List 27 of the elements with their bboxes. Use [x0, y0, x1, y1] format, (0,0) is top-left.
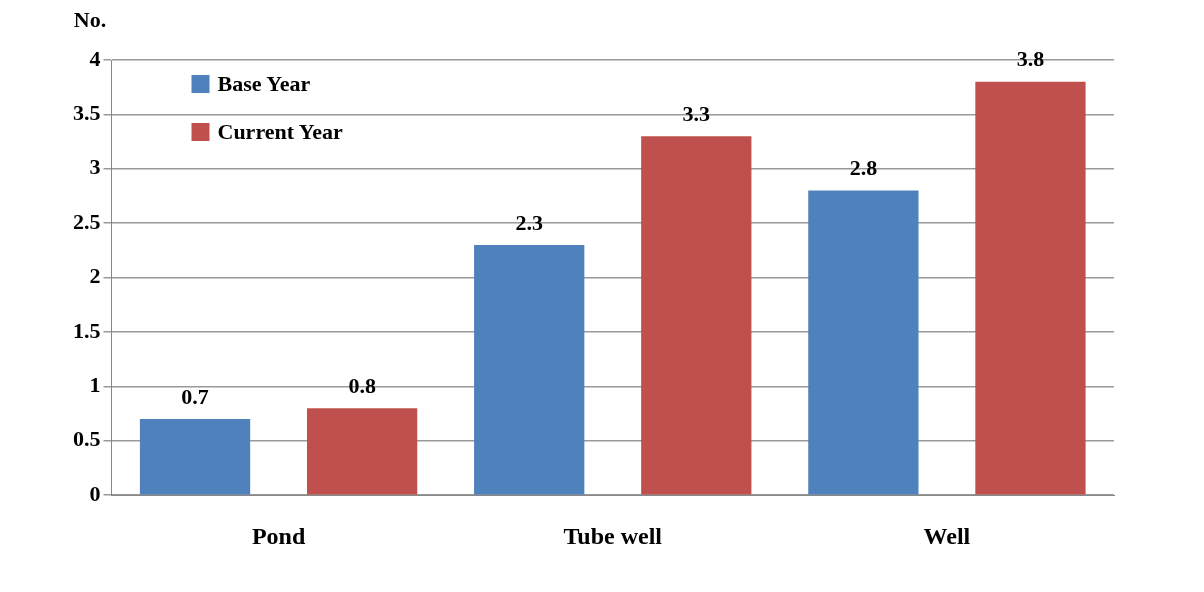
bar — [306, 408, 418, 495]
data-label: 0.8 — [348, 372, 376, 398]
y-tick-label: 1.5 — [73, 317, 101, 343]
data-label: 3.3 — [682, 100, 711, 126]
data-label: 2.8 — [849, 155, 878, 181]
y-axis-title: No. — [73, 6, 107, 32]
y-tick-label: 0.5 — [73, 426, 101, 452]
x-tick-label: Tube well — [563, 522, 663, 549]
legend-label: Base Year — [217, 70, 311, 96]
y-tick-label: 3.5 — [73, 100, 101, 126]
y-tick-label: 3 — [89, 154, 101, 180]
y-tick-label: 2.5 — [73, 208, 101, 234]
y-tick-label: 4 — [89, 45, 101, 71]
data-label: 2.3 — [515, 209, 543, 235]
bar — [139, 419, 251, 495]
bar — [474, 244, 585, 495]
bar — [975, 81, 1086, 495]
x-tick-label: Well — [923, 522, 971, 549]
data-label: 3.8 — [1016, 46, 1045, 72]
data-label: 0.7 — [181, 383, 209, 409]
y-tick-label: 2 — [89, 263, 101, 289]
y-tick-label: 0 — [89, 480, 101, 506]
x-tick-label: Pond — [251, 522, 306, 549]
legend-label: Current Year — [217, 118, 343, 144]
bar — [808, 190, 919, 495]
bar — [641, 136, 752, 495]
y-tick-label: 1 — [89, 372, 101, 398]
